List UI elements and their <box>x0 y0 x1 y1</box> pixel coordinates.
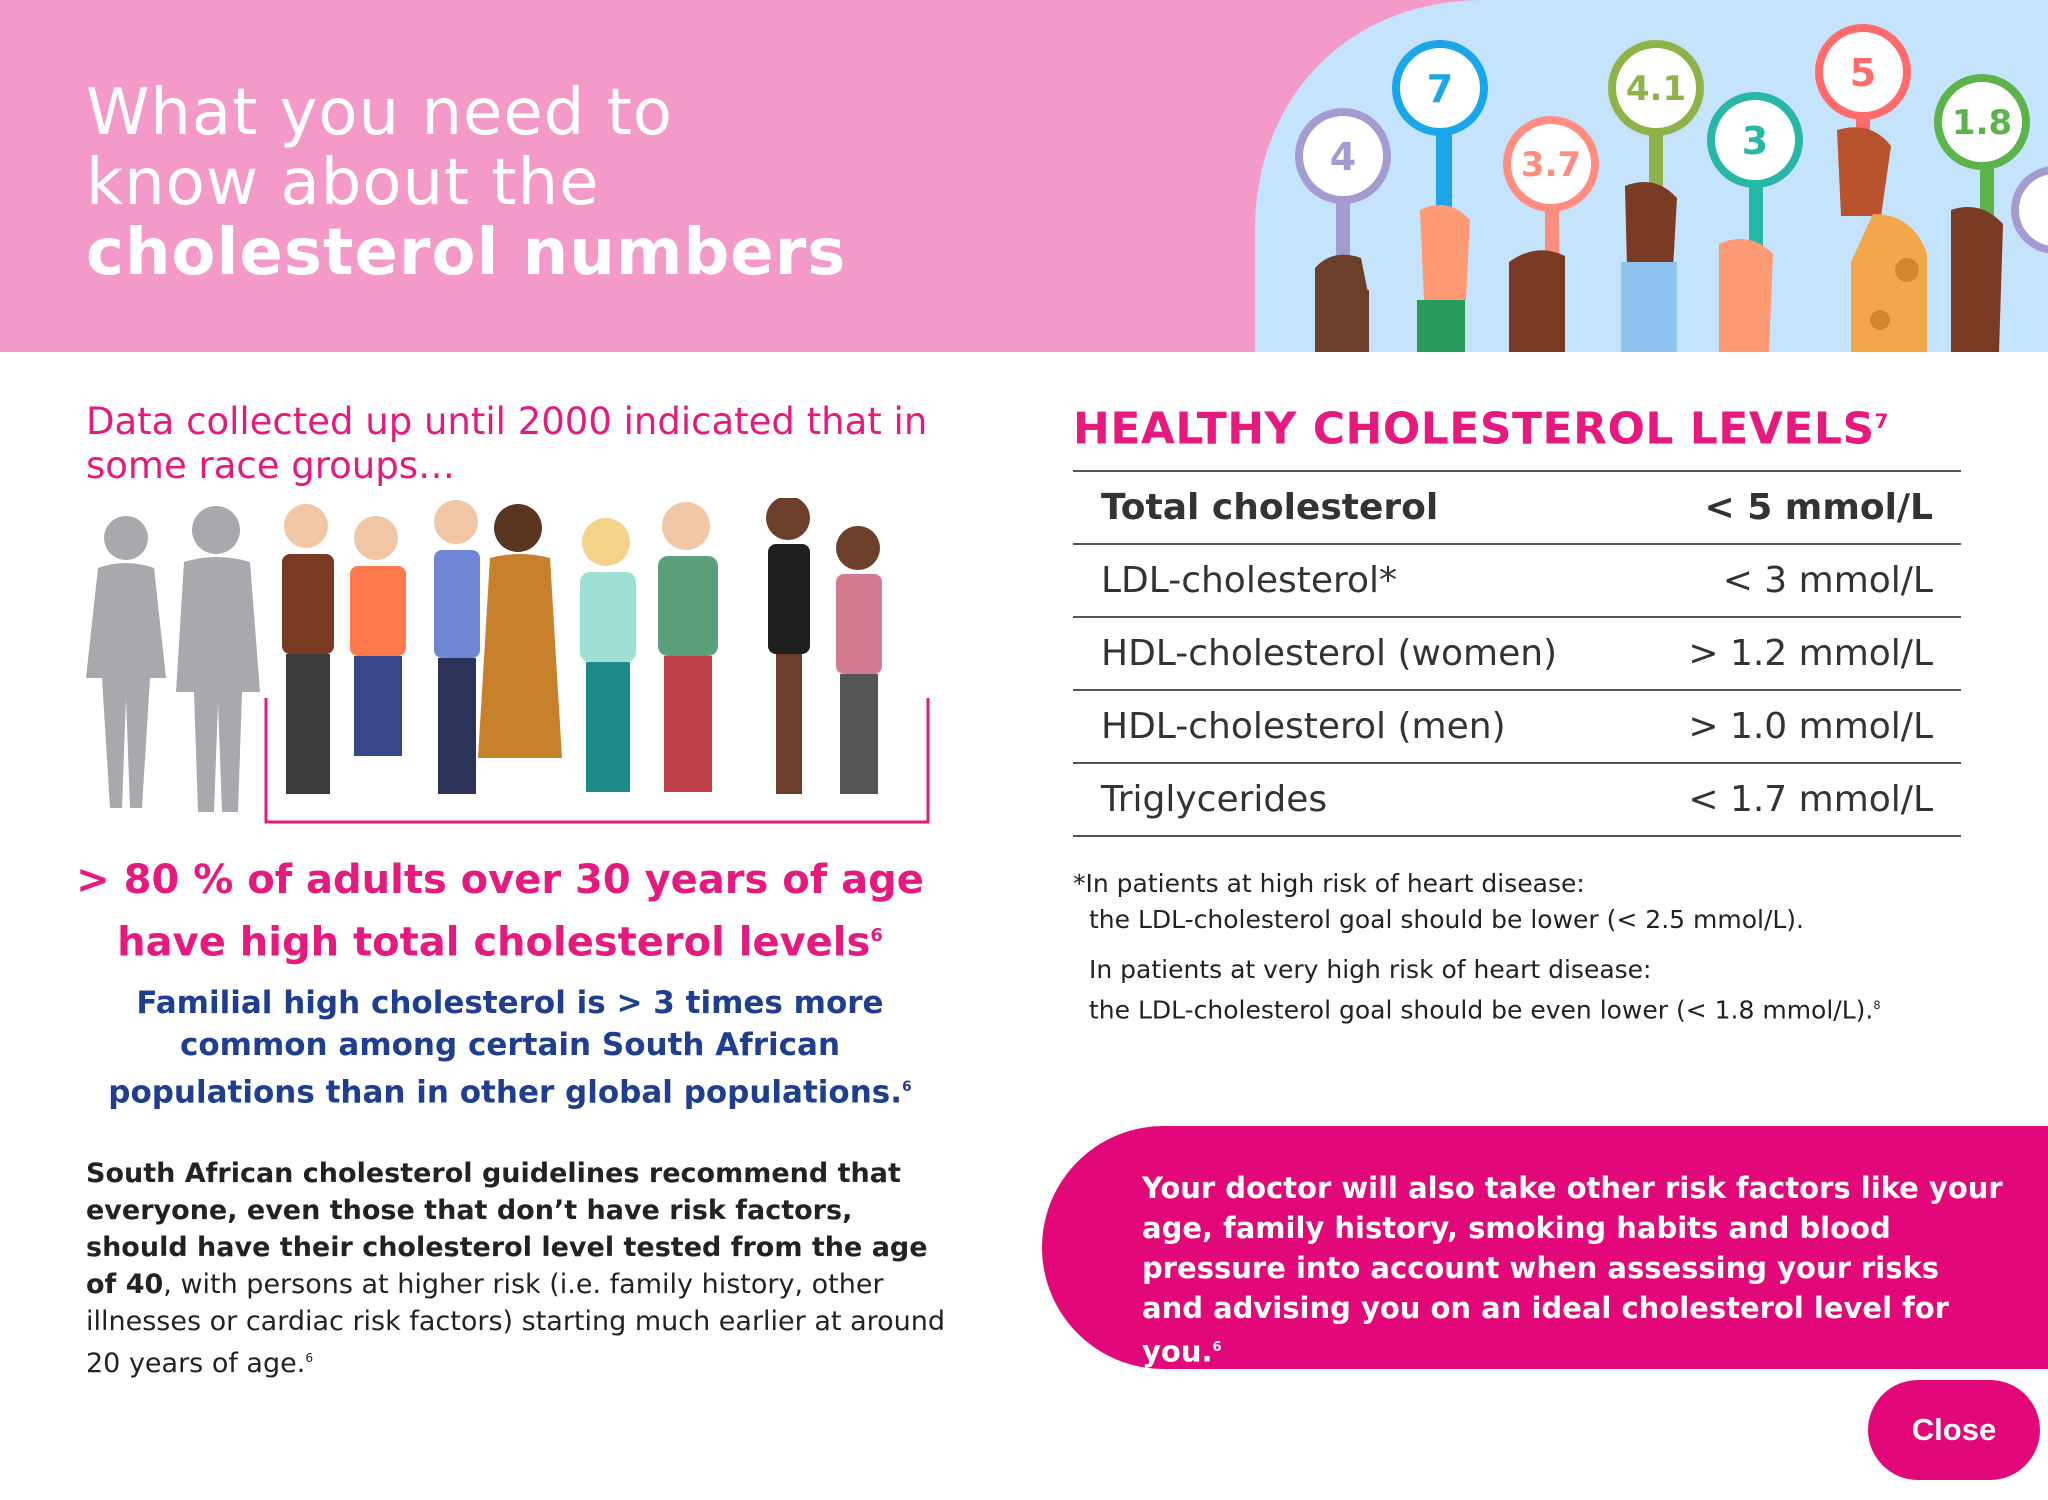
high-risk-body: the LDL-cholesterol goal should be lower… <box>1089 905 1804 934</box>
sign-4-1-group: 4.1 <box>1608 40 1704 352</box>
row-value: < 1.7 mmol/L <box>1688 779 1933 820</box>
row-value: < 5 mmol/L <box>1704 487 1933 528</box>
young-couple <box>434 500 562 794</box>
close-button[interactable]: Close <box>1868 1380 2040 1480</box>
familial-statement-ref: 6 <box>902 1079 912 1095</box>
row-label: Total cholesterol <box>1101 487 1439 528</box>
intro-text: Data collected up until 2000 indicated t… <box>86 400 928 487</box>
adults-statistic-text: > 80 % of adults over 30 years of age ha… <box>76 857 924 966</box>
grey-silhouettes <box>86 506 260 812</box>
sign-3-7-group: 3.7 <box>1503 116 1599 352</box>
healthy-levels-title-text: HEALTHY CHOLESTEROL LEVELS <box>1073 403 1875 455</box>
guidelines-ref: 6 <box>305 1351 314 1365</box>
cholesterol-levels-table: Total cholesterol < 5 mmol/L LDL-cholest… <box>1073 470 1961 837</box>
header-banner: What you need to know about the choleste… <box>0 0 2048 352</box>
doctor-advice-text: Your doctor will also take other risk fa… <box>1142 1171 2003 1369</box>
guidelines-rest-text: , with persons at higher risk (i.e. fami… <box>86 1269 946 1379</box>
sign-value-4-1: 4.1 <box>1626 69 1686 109</box>
sign-value-3: 3 <box>1742 119 1768 163</box>
hands-holding-number-signs-illustration: 4 7 3.7 4.1 3 <box>1255 0 2048 352</box>
sign-5-group: 5 <box>1815 24 1927 352</box>
guidelines-bold-text: South African cholesterol guidelines rec… <box>86 1158 928 1300</box>
sign-4-group: 4 <box>1295 108 1391 352</box>
familial-statement-text: Familial high cholesterol is > 3 times m… <box>108 985 903 1111</box>
row-value: > 1.2 mmol/L <box>1688 633 1933 674</box>
doctor-advice-ref: 6 <box>1212 1340 1222 1355</box>
row-label: Triglycerides <box>1101 779 1328 820</box>
african-couple <box>766 498 882 794</box>
very-high-risk-body-text: the LDL-cholesterol goal should be even … <box>1089 995 1874 1025</box>
very-high-risk-body: the LDL-cholesterol goal should be even … <box>1073 988 1973 1028</box>
table-row: Total cholesterol < 5 mmol/L <box>1073 472 1961 545</box>
table-row: HDL-cholesterol (women) > 1.2 mmol/L <box>1073 618 1961 691</box>
healthy-levels-title-ref: 7 <box>1874 410 1889 433</box>
familial-statement: Familial high cholesterol is > 3 times m… <box>80 982 940 1113</box>
sign-1-8-group: 1.8 <box>1934 74 2030 352</box>
title-line-2: know about the <box>86 146 600 220</box>
diverse-people-illustration <box>86 498 930 824</box>
row-value: > 1.0 mmol/L <box>1688 706 1933 747</box>
sign-value-4: 4 <box>1330 135 1356 179</box>
table-row: HDL-cholesterol (men) > 1.0 mmol/L <box>1073 691 1961 764</box>
plus-size-couple <box>580 502 718 792</box>
high-risk-heading: *In patients at high risk of heart disea… <box>1073 869 1585 898</box>
sign-3-group: 3 <box>1707 92 1803 352</box>
risk-notes: *In patients at high risk of heart disea… <box>1073 866 1973 1028</box>
sign-value-7: 7 <box>1427 67 1453 111</box>
title-line-3: cholesterol numbers <box>86 216 847 290</box>
very-high-risk-heading: In patients at very high risk of heart d… <box>1089 955 1652 984</box>
older-couple <box>282 504 406 794</box>
sign-value-3-7: 3.7 <box>1521 145 1581 185</box>
sign-value-5: 5 <box>1850 51 1876 95</box>
healthy-levels-title: HEALTHY CHOLESTEROL LEVELS7 <box>1073 396 1889 456</box>
row-label: HDL-cholesterol (men) <box>1101 706 1506 747</box>
sign-7-group: 7 <box>1392 40 1488 352</box>
table-row: LDL-cholesterol* < 3 mmol/L <box>1073 545 1961 618</box>
table-row: Triglycerides < 1.7 mmol/L <box>1073 764 1961 837</box>
adults-statistic: > 80 % of adults over 30 years of age ha… <box>60 852 940 970</box>
sign-value-1-8: 1.8 <box>1952 103 2012 143</box>
very-high-risk-ref: 8 <box>1873 999 1881 1012</box>
guidelines-paragraph: South African cholesterol guidelines rec… <box>86 1155 946 1382</box>
page-title: What you need to know about the choleste… <box>86 78 846 288</box>
row-label: LDL-cholesterol* <box>1101 560 1398 601</box>
doctor-advice-callout: Your doctor will also take other risk fa… <box>1042 1126 2048 1369</box>
row-label: HDL-cholesterol (women) <box>1101 633 1558 674</box>
row-value: < 3 mmol/L <box>1722 560 1933 601</box>
adults-statistic-ref: 6 <box>870 925 883 946</box>
title-line-1: What you need to <box>86 76 673 150</box>
